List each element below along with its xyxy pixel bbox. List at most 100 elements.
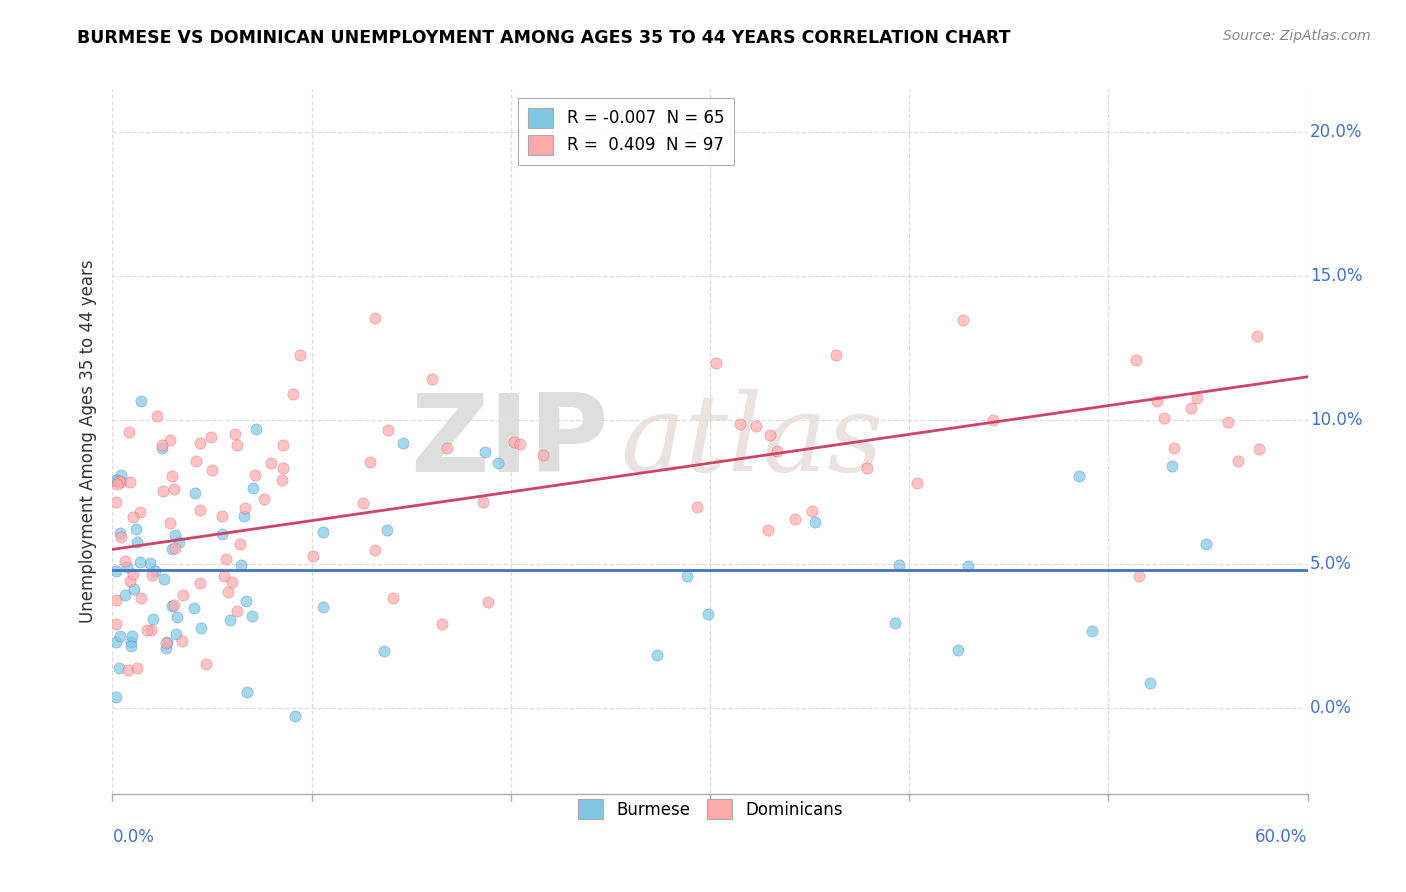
- Point: [201, 462, 224, 476]
- Point: [141, 568, 163, 582]
- Point: [281, 387, 304, 401]
- Point: [152, 441, 174, 455]
- Point: [110, 629, 132, 643]
- Point: [105, 564, 128, 578]
- Point: [889, 558, 911, 572]
- Point: [153, 572, 176, 586]
- Point: [125, 522, 148, 536]
- Point: [105, 474, 128, 488]
- Point: [167, 535, 190, 549]
- Point: [946, 643, 969, 657]
- Point: [159, 433, 181, 447]
- Point: [952, 313, 974, 327]
- Point: [242, 481, 264, 495]
- Point: [685, 500, 707, 515]
- Point: [253, 492, 276, 507]
- Point: [155, 641, 177, 656]
- Point: [129, 505, 152, 519]
- Point: [420, 372, 443, 386]
- Point: [884, 616, 907, 631]
- Point: [139, 623, 162, 637]
- Point: [166, 610, 188, 624]
- Point: [229, 537, 252, 551]
- Point: [260, 456, 283, 470]
- Point: [364, 543, 387, 558]
- Point: [288, 347, 311, 361]
- Point: [430, 616, 453, 631]
- Point: [486, 456, 509, 470]
- Point: [1163, 441, 1185, 455]
- Point: [1195, 537, 1218, 551]
- Point: [284, 709, 307, 723]
- Point: [122, 509, 145, 524]
- Point: [105, 593, 128, 607]
- Text: 60.0%: 60.0%: [1256, 829, 1308, 847]
- Point: [136, 623, 159, 637]
- Point: [766, 444, 789, 458]
- Point: [233, 500, 256, 515]
- Point: [221, 575, 243, 590]
- Point: [121, 629, 143, 643]
- Point: [150, 437, 173, 451]
- Point: [172, 588, 194, 602]
- Point: [166, 626, 188, 640]
- Point: [129, 394, 152, 409]
- Point: [312, 525, 335, 540]
- Point: [224, 426, 246, 441]
- Point: [364, 310, 387, 325]
- Point: [159, 516, 181, 530]
- Point: [240, 609, 263, 624]
- Point: [139, 556, 162, 570]
- Point: [122, 567, 145, 582]
- Point: [1139, 676, 1161, 690]
- Point: [152, 484, 174, 499]
- Point: [122, 582, 145, 596]
- Point: [146, 409, 169, 423]
- Point: [1246, 329, 1268, 343]
- Point: [1125, 353, 1147, 368]
- Y-axis label: Unemployment Among Ages 35 to 44 years: Unemployment Among Ages 35 to 44 years: [79, 260, 97, 624]
- Point: [477, 595, 499, 609]
- Point: [647, 648, 669, 663]
- Point: [163, 598, 186, 612]
- Point: [120, 475, 142, 489]
- Point: [1153, 410, 1175, 425]
- Point: [243, 467, 266, 482]
- Point: [377, 423, 399, 437]
- Text: BURMESE VS DOMINICAN UNEMPLOYMENT AMONG AGES 35 TO 44 YEARS CORRELATION CHART: BURMESE VS DOMINICAN UNEMPLOYMENT AMONG …: [77, 29, 1011, 46]
- Point: [800, 504, 823, 518]
- Point: [1185, 391, 1208, 405]
- Point: [214, 551, 236, 566]
- Point: [108, 474, 131, 488]
- Point: [188, 435, 211, 450]
- Point: [531, 449, 554, 463]
- Point: [745, 418, 768, 433]
- Point: [229, 558, 252, 573]
- Point: [759, 427, 782, 442]
- Point: [108, 661, 131, 675]
- Point: [270, 473, 292, 487]
- Point: [110, 525, 132, 540]
- Point: [907, 475, 929, 490]
- Point: [302, 549, 325, 564]
- Point: [218, 613, 240, 627]
- Point: [436, 441, 458, 455]
- Point: [142, 612, 165, 626]
- Point: [110, 468, 132, 483]
- Text: Source: ZipAtlas.com: Source: ZipAtlas.com: [1223, 29, 1371, 43]
- Text: ZIP: ZIP: [411, 389, 609, 494]
- Point: [502, 435, 524, 450]
- Point: [956, 559, 979, 574]
- Point: [1226, 454, 1249, 468]
- Point: [392, 436, 415, 450]
- Point: [233, 508, 256, 523]
- Point: [377, 524, 399, 538]
- Point: [160, 469, 183, 483]
- Point: [1161, 458, 1184, 473]
- Point: [156, 635, 179, 649]
- Point: [474, 444, 496, 458]
- Point: [170, 633, 193, 648]
- Point: [245, 422, 267, 436]
- Point: [105, 495, 128, 509]
- Point: [117, 663, 139, 677]
